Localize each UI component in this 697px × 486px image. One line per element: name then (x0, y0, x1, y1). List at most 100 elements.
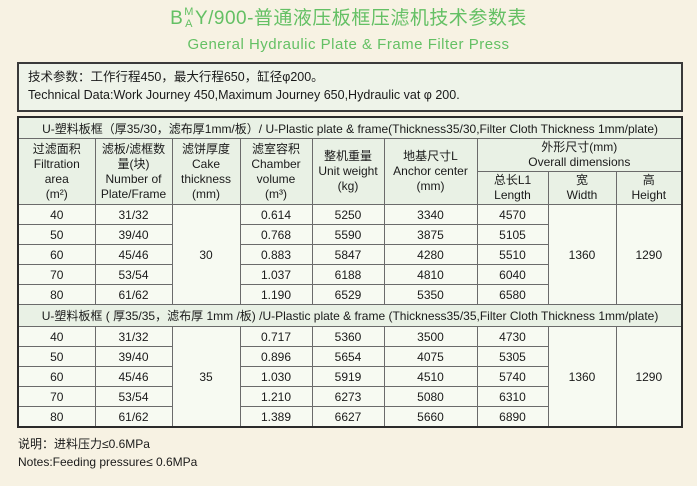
column-header-unit: (kg) (337, 179, 359, 194)
title-brand-prefix: B (170, 8, 184, 29)
table-row: 60 45/46 0.883 5847 4280 5510 (17, 244, 682, 266)
cell-chamber-volume: 0.896 (239, 346, 313, 368)
column-header-height: 高 Height (615, 171, 683, 206)
column-header-plate-frame-count: 滤板/滤框数量(块) Number of Plate/Frame (94, 138, 173, 206)
cell-plate-frame-count: 31/32 (94, 326, 173, 348)
cell-plate-frame-count: 45/46 (94, 366, 173, 388)
cell-filtration-area: 80 (17, 284, 96, 306)
cell-length: 6890 (476, 406, 549, 428)
column-header-en: Unit weight (318, 164, 378, 179)
cell-chamber-volume: 1.037 (239, 264, 313, 286)
cell-plate-frame-count: 31/32 (94, 204, 173, 226)
column-header-unit: (m³) (265, 186, 287, 201)
cell-plate-frame-count: 53/54 (94, 264, 173, 286)
column-header-en: Overall dimensions (528, 155, 631, 170)
section-header-2: U-塑料板框 ( 厚35/35，滤布厚 1mm /板) /U-Plastic p… (17, 304, 683, 328)
technical-data-box: 技术参数：工作行程450，最大行程650，缸径φ200。 Technical D… (17, 61, 683, 112)
column-header-chamber-volume: 滤室容积 Chamber volume (m³) (239, 138, 313, 206)
column-header-cn: 整机重量 (323, 149, 372, 164)
cell-cake-thickness-merged: 30 (171, 204, 241, 306)
cell-length: 5510 (476, 244, 549, 266)
table-row: 40 31/32 30 0.614 5250 3340 4570 1360 12… (17, 204, 683, 306)
cell-filtration-area: 50 (17, 224, 96, 246)
cell-chamber-volume: 0.614 (239, 204, 313, 226)
cell-plate-frame-count: 45/46 (94, 244, 173, 266)
cell-plate-frame-count: 39/40 (94, 346, 173, 368)
table-row: 80 61/62 1.190 6529 5350 6580 (17, 284, 682, 306)
cell-length: 5305 (476, 346, 549, 368)
table-row: 过滤面积 Filtration area (m²) 滤板/滤框数量(块) Num… (17, 138, 683, 206)
cell-chamber-volume: 1.190 (239, 284, 313, 306)
technical-data-line-cn: 技术参数：工作行程450，最大行程650，缸径φ200。 (28, 69, 324, 84)
cell-filtration-area: 70 (17, 264, 96, 286)
title-brand-stack-top: M (184, 6, 194, 19)
cell-length: 5740 (476, 366, 549, 388)
cell-chamber-volume: 1.210 (239, 386, 313, 408)
column-header-en: Height (631, 188, 667, 203)
table-row: U-塑料板框 ( 厚35/35，滤布厚 1mm /板) /U-Plastic p… (17, 304, 683, 328)
page-subtitle: General Hydraulic Plate & Frame Filter P… (187, 35, 510, 53)
column-header-unit: (m²) (45, 186, 68, 201)
cell-length: 6040 (476, 264, 549, 286)
notes-line-cn: 说明：进料压力≤0.6MPa (18, 436, 150, 451)
column-header-cn: 过滤面积 (32, 141, 81, 156)
cell-unit-weight: 5250 (311, 204, 385, 226)
cell-length: 4570 (476, 204, 549, 226)
footer-notes: 说明：进料压力≤0.6MPa Notes:Feeding pressure≤ 0… (18, 435, 697, 471)
cell-height-merged: 1290 (615, 326, 683, 428)
column-header-en: Cake thickness (180, 156, 232, 186)
title-brand-stack-bottom: A (185, 17, 194, 30)
cell-anchor-center: 5660 (383, 406, 478, 428)
cell-unit-weight: 5360 (311, 326, 385, 348)
section-header-1: U-塑料板框（厚35/30，滤布厚1mm/板）/ U-Plastic plate… (17, 116, 683, 140)
column-header-en: Number of Plate/Frame (100, 171, 167, 201)
cell-plate-frame-count: 53/54 (94, 386, 173, 408)
spec-table: U-塑料板框（厚35/30，滤布厚1mm/板）/ U-Plastic plate… (17, 115, 684, 428)
column-header-filtration-area: 过滤面积 Filtration area (m²) (17, 138, 96, 206)
cell-unit-weight: 5590 (311, 224, 385, 246)
cell-unit-weight: 5847 (311, 244, 385, 266)
cell-unit-weight: 6627 (311, 406, 385, 428)
cell-length: 6310 (476, 386, 549, 408)
cell-unit-weight: 6529 (311, 284, 385, 306)
cell-length: 5105 (476, 224, 549, 246)
cell-plate-frame-count: 61/62 (94, 406, 173, 428)
column-header-en: Anchor center (393, 164, 468, 179)
notes-line-en: Notes:Feeding pressure≤ 0.6MPa (18, 454, 198, 469)
column-header-en: Chamber volume (251, 156, 301, 186)
table-row: 总长L1 Length 宽 Width 高 Height (18, 171, 683, 206)
title-main-text: Y/900-普通液压板框压滤机技术参数表 (194, 8, 527, 29)
column-header-overall-dimensions: 外形尺寸(mm) Overall dimensions (476, 138, 683, 173)
column-header-length: 总长L1 Length (476, 171, 549, 206)
cell-filtration-area: 40 (17, 326, 96, 348)
cell-unit-weight: 6273 (311, 386, 385, 408)
column-header-unit-weight: 整机重量 Unit weight (kg) (311, 138, 385, 206)
table-row: 40 31/32 35 0.717 5360 3500 4730 1360 12… (17, 326, 683, 428)
column-header-anchor-center: 地基尺寸L Anchor center (mm) (383, 138, 478, 206)
cell-anchor-center: 3875 (383, 224, 478, 246)
cell-filtration-area: 80 (17, 406, 96, 428)
technical-data-line-en: Technical Data:Work Journey 450,Maximum … (28, 87, 460, 102)
column-header-cn: 总长L1 (493, 173, 532, 188)
column-header-cn: 滤室容积 (251, 141, 300, 156)
cell-chamber-volume: 0.883 (239, 244, 313, 266)
cell-anchor-center: 4280 (383, 244, 478, 266)
table-row: 60 45/46 1.030 5919 4510 5740 (17, 366, 682, 388)
cell-cake-thickness-merged: 35 (171, 326, 241, 428)
cell-chamber-volume: 1.389 (239, 406, 313, 428)
table-row: 70 53/54 1.210 6273 5080 6310 (17, 386, 682, 408)
cell-filtration-area: 50 (17, 346, 96, 368)
cell-unit-weight: 5919 (311, 366, 385, 388)
cell-chamber-volume: 0.717 (239, 326, 313, 348)
column-header-width: 宽 Width (547, 171, 617, 206)
cell-length: 6580 (476, 284, 549, 306)
cell-filtration-area: 60 (17, 244, 96, 266)
cell-anchor-center: 5350 (383, 284, 478, 306)
column-header-cake-thickness: 滤饼厚度 Cake thickness (mm) (171, 138, 241, 206)
cell-unit-weight: 6188 (311, 264, 385, 286)
cell-anchor-center: 3340 (383, 204, 478, 226)
table-row: U-塑料板框（厚35/30，滤布厚1mm/板）/ U-Plastic plate… (17, 116, 683, 140)
column-header-cn: 滤饼厚度 (181, 141, 230, 156)
